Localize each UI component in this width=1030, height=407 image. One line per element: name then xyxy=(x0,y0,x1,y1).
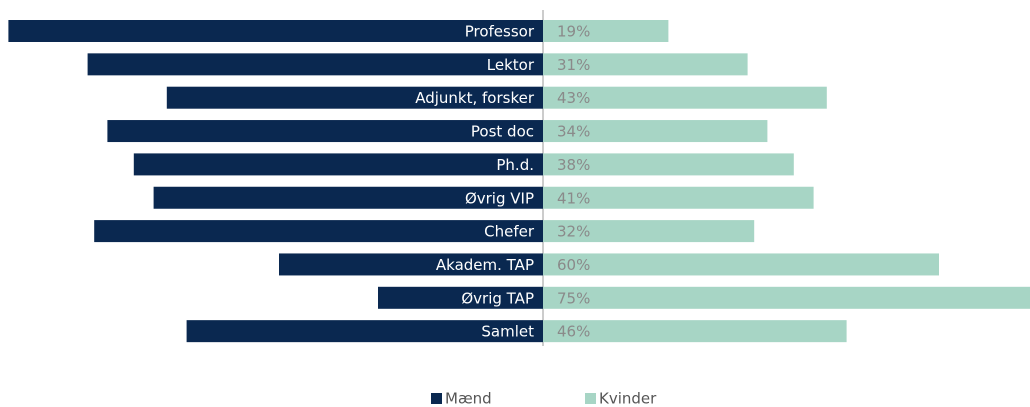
category-label: Professor xyxy=(465,23,535,41)
bar xyxy=(186,320,543,343)
bar xyxy=(133,153,544,176)
bar xyxy=(107,120,544,143)
bar xyxy=(543,220,755,243)
value-label: 60% xyxy=(557,256,590,274)
legend-label: Kvinder xyxy=(599,390,657,407)
bar xyxy=(543,286,1030,309)
bar xyxy=(543,86,827,109)
bar xyxy=(153,186,543,209)
category-label: Ph.d. xyxy=(496,156,534,174)
bar xyxy=(543,186,814,209)
value-label: 46% xyxy=(557,323,590,341)
category-label: Øvrig VIP xyxy=(465,189,534,207)
bar xyxy=(543,53,748,76)
value-label: 34% xyxy=(557,123,590,141)
bar xyxy=(378,286,543,309)
bar xyxy=(543,153,794,176)
bar xyxy=(543,20,669,42)
bar xyxy=(279,253,543,276)
bar xyxy=(166,86,544,109)
category-label: Lektor xyxy=(487,56,535,74)
category-label: Adjunkt, forsker xyxy=(415,89,535,107)
value-label: 32% xyxy=(557,223,590,241)
category-label: Samlet xyxy=(481,323,534,341)
legend-swatch xyxy=(431,393,442,404)
value-label: 43% xyxy=(557,89,590,107)
bar xyxy=(87,53,543,76)
bar xyxy=(94,220,543,243)
bar xyxy=(543,120,768,143)
bar xyxy=(543,320,847,343)
category-label: Chefer xyxy=(484,223,535,241)
bar xyxy=(8,20,543,42)
value-label: 19% xyxy=(557,23,590,41)
category-label: Øvrig TAP xyxy=(461,289,534,307)
category-label: Akadem. TAP xyxy=(436,256,534,274)
category-label: Post doc xyxy=(471,123,534,141)
value-label: 31% xyxy=(557,56,590,74)
value-label: 75% xyxy=(557,289,590,307)
legend-label: Mænd xyxy=(445,390,492,407)
bar xyxy=(543,253,939,276)
legend-swatch xyxy=(585,393,596,404)
value-label: 41% xyxy=(557,189,590,207)
value-label: 38% xyxy=(557,156,590,174)
